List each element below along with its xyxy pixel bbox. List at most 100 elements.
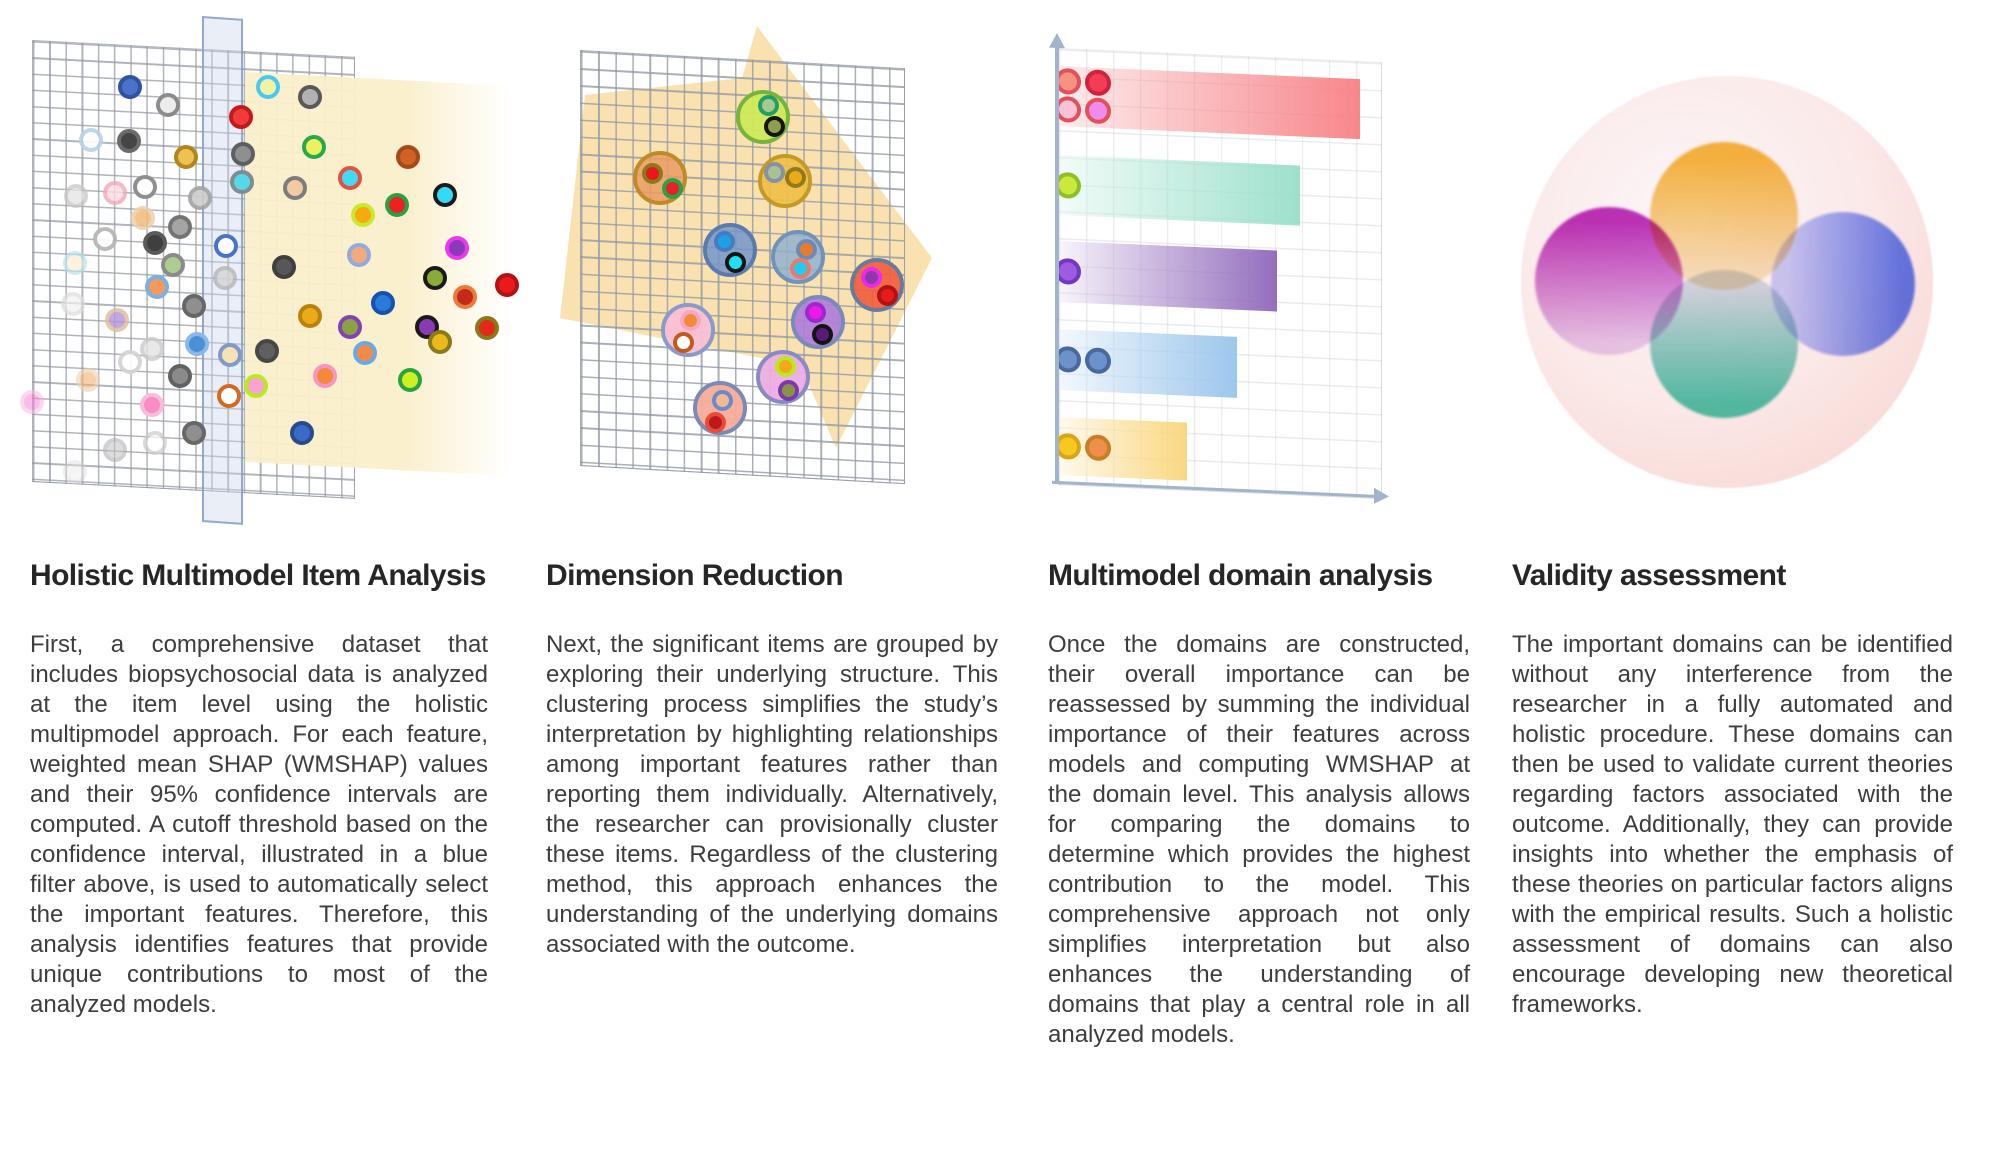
panel-item-analysis: Holistic Multimodel Item Analysis First,…: [30, 557, 488, 1020]
item-dot: [19, 389, 44, 414]
domain-item-marker: [1084, 433, 1111, 461]
item-dot: [173, 144, 198, 169]
item-dot: [255, 74, 280, 99]
cluster-item-dot: [757, 94, 779, 116]
x-axis: [1052, 480, 1376, 498]
item-dot: [312, 363, 337, 388]
item-cluster: [633, 151, 687, 205]
orange-domain-circle: [1650, 142, 1798, 290]
selection-highlight-band: [245, 72, 511, 476]
cutoff-filter-plane: [202, 16, 243, 525]
item-dot: [102, 180, 127, 205]
item-cluster: [703, 223, 757, 277]
domain-item-marker: [1084, 68, 1111, 96]
item-dot: [181, 420, 206, 445]
panel-domain-analysis: Multimodel domain analysis Once the doma…: [1048, 557, 1470, 1050]
item-dot: [155, 92, 180, 117]
domain-item-marker: [1054, 171, 1081, 199]
y-axis: [1055, 45, 1059, 485]
cluster-item-dot: [641, 162, 663, 184]
item-dot: [452, 284, 477, 309]
item-dot: [352, 340, 377, 365]
item-dot: [427, 329, 452, 354]
dimension-reduction-title: Dimension Reduction: [546, 559, 844, 592]
item-analysis-body: First, a comprehensive dataset that incl…: [30, 631, 488, 1018]
item-dot: [370, 290, 395, 315]
magenta-domain-circle: [1535, 207, 1683, 355]
item-dot: [301, 134, 326, 159]
cluster-item-dot: [672, 331, 694, 353]
item-dot: [337, 314, 362, 339]
domain-bar: [1060, 417, 1187, 481]
validity-outer-circle: [1521, 76, 1933, 488]
domain-analysis-title: Multimodel domain analysis: [1048, 559, 1433, 592]
domain-item-marker: [1054, 345, 1081, 373]
domain-item-marker: [1084, 96, 1111, 124]
domain-bar: [1060, 329, 1237, 398]
blue-domain-circle: [1771, 212, 1915, 356]
item-dot: [144, 274, 169, 299]
cluster-item-dot: [763, 161, 785, 183]
item-dot: [271, 254, 296, 279]
item-dot: [444, 235, 469, 260]
domain-bar: [1060, 155, 1300, 226]
item-dot: [184, 331, 209, 356]
item-dot: [422, 265, 447, 290]
item-dot: [494, 272, 519, 297]
panel-validity: Validity assessment The important domain…: [1512, 557, 1953, 1020]
item-dot: [117, 74, 142, 99]
item-cluster: [736, 90, 790, 144]
cluster-item-dot: [876, 284, 898, 306]
item-dot: [139, 336, 164, 361]
cluster-item-dot: [661, 177, 683, 199]
item-dot: [229, 169, 254, 194]
item-dot: [243, 373, 268, 398]
item-cluster: [693, 381, 747, 435]
domain-bar: [1060, 66, 1360, 140]
item-dot: [63, 183, 88, 208]
item-cluster: [756, 350, 810, 404]
item-dot: [132, 174, 157, 199]
item-dot: [414, 314, 439, 339]
item-grid: [32, 40, 355, 499]
cluster-item-dot: [711, 389, 733, 411]
item-dot: [254, 338, 279, 363]
item-dot: [297, 84, 322, 109]
item-dot: [78, 127, 103, 152]
domain-analysis-body: Once the domains are constructed, their …: [1048, 631, 1470, 1048]
y-axis-arrowhead-icon: [1049, 32, 1065, 49]
dimension-reduction-body: Next, the significant items are grouped …: [546, 631, 998, 958]
item-dot: [104, 307, 129, 332]
item-dot: [228, 104, 253, 129]
item-dot: [384, 192, 409, 217]
item-dot: [213, 233, 238, 258]
item-analysis-title: Holistic Multimodel Item Analysis: [30, 559, 486, 592]
item-dot: [92, 226, 117, 251]
item-dot: [167, 214, 192, 239]
item-dot: [142, 430, 167, 455]
item-dot: [62, 459, 87, 484]
item-dot: [395, 144, 420, 169]
chart-grid: [1058, 48, 1382, 500]
item-dot: [216, 383, 241, 408]
item-dot: [282, 175, 307, 200]
cluster-item-dot: [784, 166, 806, 188]
cluster-item-dot: [704, 411, 726, 433]
item-dot: [187, 185, 212, 210]
item-dot: [142, 230, 167, 255]
item-cluster: [758, 154, 812, 208]
item-dot: [75, 367, 100, 392]
item-cluster: [791, 295, 845, 349]
cluster-item-dot: [795, 238, 817, 260]
cluster-item-dot: [777, 379, 799, 401]
validity-body: The important domains can be identified …: [1512, 631, 1953, 1018]
item-dot: [474, 315, 499, 340]
domain-item-marker: [1054, 67, 1081, 95]
cluster-item-dot: [724, 251, 746, 273]
cluster-grid: [580, 50, 905, 485]
item-dot: [289, 420, 314, 445]
panel-dimension-reduction: Dimension Reduction Next, the significan…: [546, 557, 998, 960]
cluster-item-dot: [804, 301, 826, 323]
cluster-item-dot: [763, 115, 785, 137]
cluster-item-dot: [679, 309, 701, 331]
